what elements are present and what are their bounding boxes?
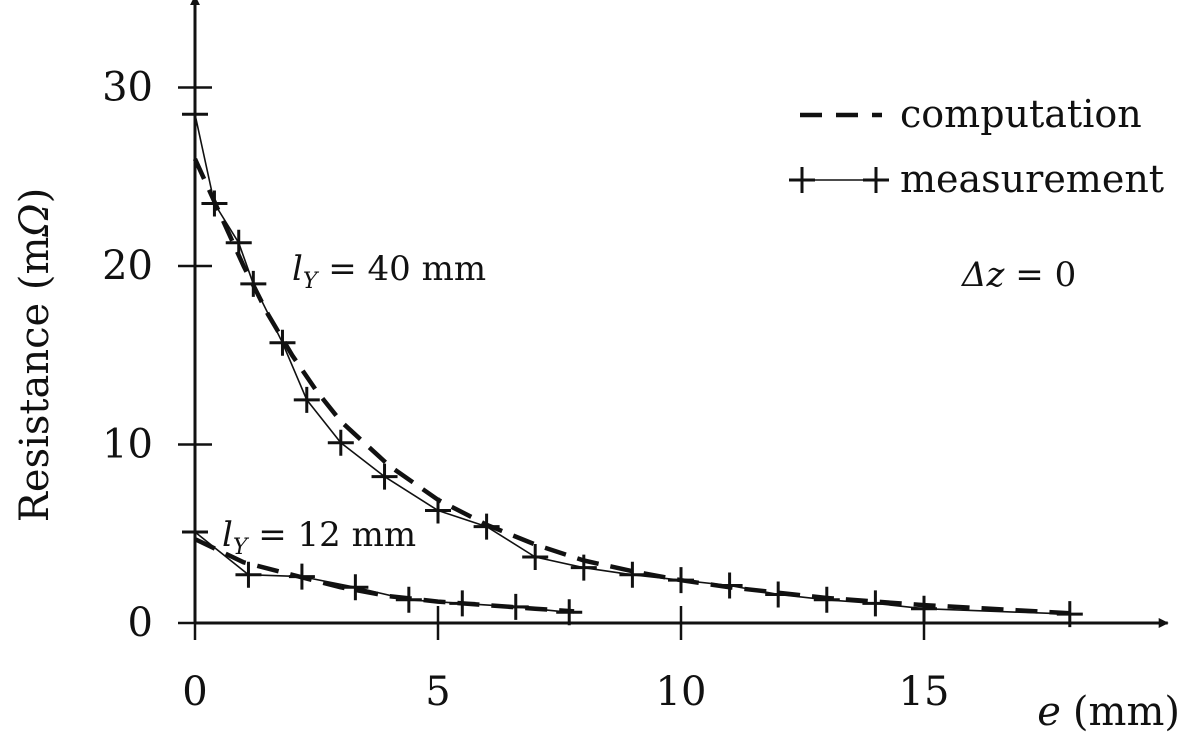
- y-tick-label: 20: [102, 243, 153, 289]
- measurement-point: [225, 229, 252, 256]
- x-tick-label: 15: [899, 669, 950, 715]
- legend-computation-label: computation: [900, 92, 1142, 136]
- measurement-point: [522, 543, 549, 570]
- y-axis-title: Resistance (mΩ): [12, 188, 58, 522]
- measurement-point: [293, 386, 320, 413]
- series-measurement: [182, 518, 583, 626]
- legend-measurement-label: measurement: [900, 157, 1164, 201]
- x-tick-label: 5: [425, 669, 450, 715]
- measurement-point: [371, 463, 398, 490]
- measurement-point: [201, 190, 228, 217]
- y-tick-label: 10: [102, 422, 153, 468]
- series-group: [182, 101, 1083, 628]
- annotation-ly-12-symbol: l: [222, 515, 233, 555]
- series-measurement: [182, 101, 1083, 628]
- annotation-ly-12-rest: = 12 mm: [247, 515, 416, 555]
- y-axis-title-symbol: Ω: [12, 203, 58, 237]
- legend: computation measurement: [789, 92, 1164, 201]
- measurement-point: [342, 574, 369, 601]
- x-tick-label: 10: [656, 669, 707, 715]
- measurement-point: [473, 513, 500, 540]
- annotation-delta-z-rest: = 0: [1004, 255, 1076, 295]
- annotation-ly-40-symbol: l: [292, 249, 303, 289]
- y-axis-title-close: ): [12, 188, 58, 204]
- measurement-point: [425, 497, 451, 524]
- measurement-point: [449, 590, 476, 617]
- annotation-delta-z-symbol: Δz: [960, 255, 1006, 295]
- measurement-point: [765, 581, 792, 608]
- x-axis-title: e (mm): [1037, 689, 1180, 735]
- measurement-point: [556, 599, 583, 626]
- x-tick-label: 0: [182, 669, 207, 715]
- computation-line: [192, 157, 1070, 616]
- annotation-ly-40: lY = 40 mm: [292, 249, 486, 294]
- measurement-point: [570, 554, 597, 581]
- measurement-point: [327, 429, 354, 456]
- measurement-point: [240, 270, 267, 297]
- x-axis-title-unit: (mm): [1073, 689, 1180, 735]
- measurement-point: [502, 593, 529, 620]
- measurement-point: [911, 595, 937, 622]
- measurement-point: [235, 561, 262, 588]
- annotation-delta-z: Δz = 0: [960, 255, 1076, 295]
- computation-line: [194, 537, 575, 614]
- x-axis-title-symbol: e: [1037, 689, 1061, 735]
- measurement-point: [288, 563, 315, 590]
- series-computation: [194, 537, 575, 614]
- annotation-ly-12: lY = 12 mm: [222, 515, 416, 560]
- measurement-point: [813, 586, 840, 613]
- y-tick-label: 30: [102, 65, 153, 111]
- series-computation: [192, 157, 1070, 616]
- ticks: 0 10 20 30 0 5 10 15: [102, 65, 949, 716]
- measurement-point: [862, 590, 889, 617]
- y-tick-label: 0: [128, 600, 153, 646]
- annotation-ly-40-rest: = 40 mm: [317, 249, 486, 289]
- measurement-point: [395, 586, 422, 613]
- legend-measurement-swatch: [789, 167, 889, 193]
- annotation-ly-12-subscript: Y: [233, 535, 250, 560]
- measurement-point: [182, 518, 208, 545]
- measurement-point: [716, 572, 743, 599]
- measurement-point: [269, 329, 296, 356]
- measurement-point: [1056, 601, 1083, 628]
- measurement-point: [668, 567, 694, 594]
- y-axis-title-text: Resistance (m: [12, 237, 58, 523]
- annotation-ly-40-subscript: Y: [303, 269, 320, 294]
- measurement-point: [619, 561, 646, 588]
- measurement-point: [182, 101, 208, 128]
